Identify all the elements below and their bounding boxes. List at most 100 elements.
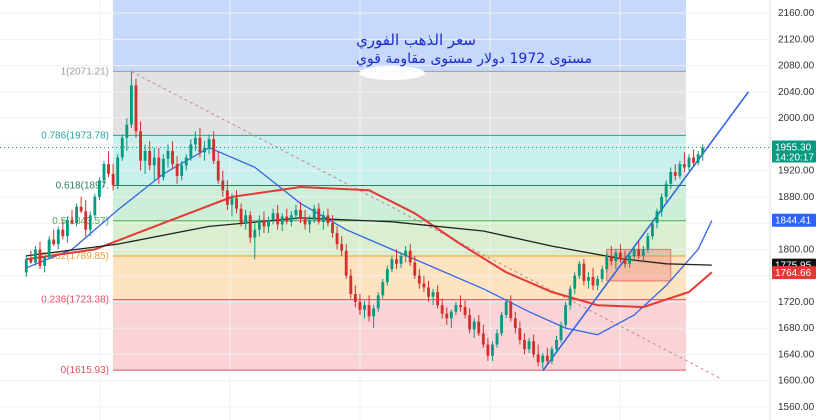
y-tick-label: 2040.00 bbox=[778, 87, 815, 98]
candle-body bbox=[331, 223, 334, 233]
price-badge bbox=[772, 266, 816, 280]
candle-body bbox=[559, 324, 563, 340]
moving-average-ma-100 bbox=[26, 185, 713, 309]
price-badge bbox=[772, 213, 816, 227]
candle-body bbox=[555, 339, 558, 350]
candle-body bbox=[102, 164, 106, 181]
candle-body bbox=[591, 276, 595, 286]
fib-zone bbox=[113, 185, 686, 221]
candle-body bbox=[125, 124, 129, 138]
candle-body bbox=[504, 301, 508, 315]
candle-body bbox=[614, 252, 618, 262]
candle-body bbox=[198, 137, 202, 153]
candle-body bbox=[692, 157, 695, 163]
candle-body bbox=[207, 139, 211, 148]
candle-body bbox=[404, 250, 408, 256]
candle-body bbox=[280, 216, 284, 225]
price-badge-value: 1764.66 bbox=[775, 268, 812, 279]
candle-body bbox=[253, 229, 257, 238]
candle-body bbox=[440, 305, 444, 314]
fib-label: 0.236(1723.38) bbox=[41, 295, 109, 306]
candle-body bbox=[577, 263, 581, 276]
chart-title-group: سعر الذهب الفوري مستوى 1972 دولار مستوى … bbox=[356, 31, 592, 67]
price-badge-value: 1844.41 bbox=[775, 216, 812, 227]
fib-label: 0(1615.93) bbox=[61, 365, 109, 376]
price-badge bbox=[772, 140, 816, 163]
candle-body bbox=[523, 339, 526, 350]
candle-body bbox=[550, 349, 554, 361]
candle-body bbox=[97, 180, 101, 197]
candle-body bbox=[545, 355, 549, 361]
y-tick-label: 1800.00 bbox=[778, 244, 815, 255]
candle-body bbox=[568, 288, 572, 306]
candle-body bbox=[463, 307, 467, 315]
candlesticks bbox=[0, 71, 770, 369]
fib-zone bbox=[113, 220, 686, 257]
candle-body bbox=[605, 255, 609, 270]
candle-body bbox=[216, 160, 220, 181]
fib-label: 0.5(1843.57) bbox=[52, 216, 109, 227]
candle-body bbox=[271, 213, 275, 220]
candle-body bbox=[491, 344, 494, 356]
candle-body bbox=[381, 282, 385, 296]
y-tick-label: 1640.00 bbox=[778, 349, 815, 360]
candle-body bbox=[637, 249, 641, 256]
candle-body bbox=[340, 244, 344, 251]
candle-body bbox=[88, 215, 92, 230]
y-tick-label: 1720.00 bbox=[778, 297, 815, 308]
candle-body bbox=[687, 157, 691, 168]
fib-label: 1(2071.21) bbox=[61, 66, 109, 77]
candle-body bbox=[344, 250, 348, 276]
candle-body bbox=[43, 257, 46, 266]
candle-body bbox=[390, 259, 394, 270]
candle-body bbox=[93, 196, 97, 216]
candle-body bbox=[203, 147, 206, 153]
candle-body bbox=[495, 333, 499, 345]
candle-body bbox=[262, 219, 266, 227]
candle-body bbox=[600, 269, 604, 279]
candle-body bbox=[66, 219, 69, 237]
candle-body bbox=[422, 283, 426, 288]
candle-body bbox=[395, 259, 398, 264]
candle-body bbox=[24, 259, 28, 273]
chart-subtitle: مستوى 1972 دولار مستوى مقاومة قوي bbox=[356, 51, 592, 67]
candle-body bbox=[664, 183, 668, 197]
candle-body bbox=[417, 275, 421, 284]
candle-body bbox=[363, 305, 366, 310]
candle-body bbox=[134, 85, 138, 132]
fibonacci-zones bbox=[113, 0, 686, 371]
candle-body bbox=[166, 150, 170, 159]
candle-body bbox=[628, 255, 632, 264]
candle-body bbox=[486, 344, 490, 356]
candle-body bbox=[518, 328, 522, 340]
candle-body bbox=[111, 173, 115, 186]
candle-body bbox=[38, 249, 42, 266]
candle-body bbox=[532, 341, 536, 355]
candle-body bbox=[427, 287, 430, 297]
candle-body bbox=[696, 154, 700, 163]
candle-body bbox=[267, 219, 270, 227]
candle-body bbox=[75, 206, 78, 224]
candle-body bbox=[413, 262, 417, 276]
candle-body bbox=[29, 259, 33, 263]
candle-body bbox=[587, 276, 590, 281]
candle-body bbox=[308, 219, 312, 225]
candle-body bbox=[321, 215, 325, 222]
candle-body bbox=[299, 210, 302, 218]
candle-body bbox=[353, 294, 357, 302]
candle-body bbox=[285, 216, 289, 222]
candle-body bbox=[573, 275, 577, 289]
candle-body bbox=[472, 321, 476, 330]
candle-body bbox=[326, 215, 330, 224]
candle-body bbox=[248, 215, 252, 238]
y-tick-label: 1680.00 bbox=[778, 323, 815, 334]
price-axis: 1560.001600.001640.001680.001720.001760.… bbox=[769, 0, 815, 420]
candle-body bbox=[257, 219, 261, 230]
candle-body bbox=[221, 180, 225, 191]
y-tick-label: 2080.00 bbox=[778, 61, 815, 72]
candle-body bbox=[79, 206, 83, 212]
price-grid bbox=[0, 0, 770, 420]
candle-body bbox=[239, 208, 243, 224]
candle-body bbox=[619, 252, 622, 260]
candle-body bbox=[235, 198, 238, 209]
